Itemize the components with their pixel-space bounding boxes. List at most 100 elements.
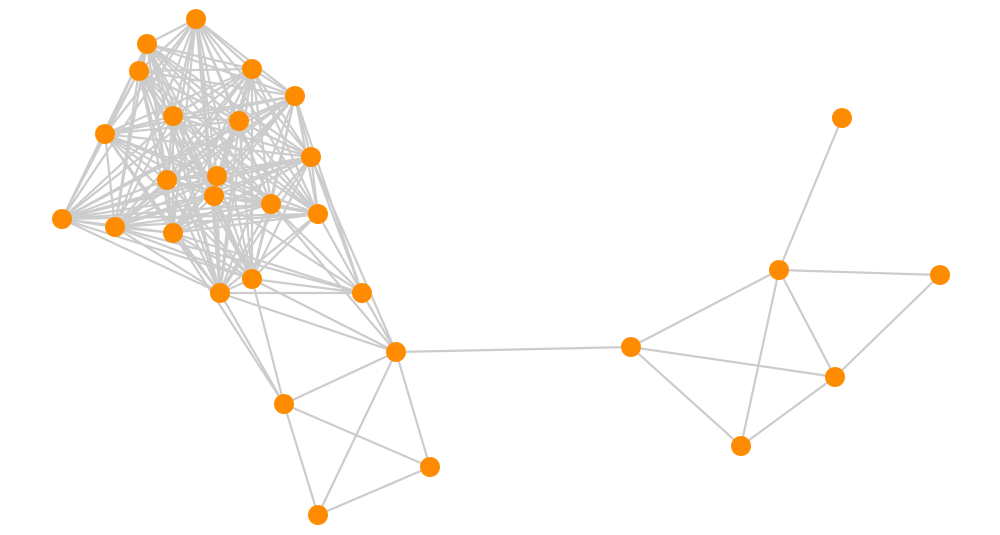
node-2[interactable] xyxy=(129,61,149,81)
edge-7-14 xyxy=(61,120,240,220)
edge-1-3 xyxy=(146,42,253,71)
edge-5-14 xyxy=(61,133,106,220)
edge-25-26 xyxy=(777,117,844,271)
edge-12-19 xyxy=(270,203,363,294)
edge-9-15 xyxy=(114,179,168,228)
edge-4-5 xyxy=(104,94,296,136)
edge-13-19 xyxy=(317,213,363,294)
edge-19-20 xyxy=(361,292,397,353)
edge-8-20 xyxy=(309,156,398,353)
edge-8-12 xyxy=(270,156,312,205)
node-7[interactable] xyxy=(229,111,249,131)
edge-16-19 xyxy=(172,231,363,295)
node-4[interactable] xyxy=(285,86,305,106)
edge-2-3 xyxy=(138,67,253,73)
edge-25-28 xyxy=(778,269,836,378)
edge-18-21 xyxy=(219,292,285,405)
node-14[interactable] xyxy=(52,209,72,229)
node-17[interactable] xyxy=(242,269,262,289)
node-6[interactable] xyxy=(163,106,183,126)
edge-21-23 xyxy=(282,403,320,516)
node-28[interactable] xyxy=(825,367,845,387)
node-27[interactable] xyxy=(930,265,950,285)
edge-16-18 xyxy=(172,232,221,294)
edge-15-17 xyxy=(114,225,253,281)
edges-layer xyxy=(61,18,941,517)
node-5[interactable] xyxy=(95,124,115,144)
node-18[interactable] xyxy=(210,283,230,303)
nodes-layer xyxy=(52,9,950,525)
node-26[interactable] xyxy=(832,108,852,128)
edge-16-21 xyxy=(172,232,285,405)
node-1[interactable] xyxy=(137,34,157,54)
node-21[interactable] xyxy=(274,394,294,414)
edge-17-21 xyxy=(250,278,286,405)
edge-18-20 xyxy=(219,291,397,354)
node-8[interactable] xyxy=(301,147,321,167)
node-25[interactable] xyxy=(769,260,789,280)
edge-24-28 xyxy=(630,345,836,379)
edge-13-14 xyxy=(61,212,319,221)
node-29[interactable] xyxy=(731,436,751,456)
edge-3-5 xyxy=(104,67,253,136)
node-22[interactable] xyxy=(420,457,440,477)
edge-3-6 xyxy=(172,68,253,117)
node-10[interactable] xyxy=(207,166,227,186)
edge-16-17 xyxy=(172,232,253,280)
node-11[interactable] xyxy=(204,186,224,206)
edge-10-12 xyxy=(216,175,272,205)
edge-11-17 xyxy=(212,195,254,280)
node-9[interactable] xyxy=(157,170,177,190)
edge-27-28 xyxy=(834,274,941,378)
edge-12-16 xyxy=(172,202,272,235)
edge-20-23 xyxy=(317,351,397,516)
edge-6-14 xyxy=(61,115,174,220)
edge-24-29 xyxy=(630,346,742,447)
edge-5-6 xyxy=(104,114,174,136)
node-15[interactable] xyxy=(105,217,125,237)
node-12[interactable] xyxy=(261,194,281,214)
edge-6-8 xyxy=(172,114,312,159)
edge-20-24 xyxy=(395,345,632,354)
edge-11-14 xyxy=(61,194,215,221)
edge-6-7 xyxy=(172,114,240,123)
edge-20-22 xyxy=(394,351,432,468)
node-20[interactable] xyxy=(386,342,406,362)
edge-10-14 xyxy=(61,174,218,221)
edge-22-23 xyxy=(317,465,431,517)
edge-17-20 xyxy=(251,278,397,353)
edge-13-16 xyxy=(172,212,319,235)
edge-4-15 xyxy=(114,95,296,228)
edge-25-29 xyxy=(739,269,781,447)
edge-14-17 xyxy=(61,217,253,281)
node-23[interactable] xyxy=(308,505,328,525)
edge-9-14 xyxy=(61,178,168,221)
edge-15-18 xyxy=(114,226,221,294)
edge-9-18 xyxy=(166,179,221,294)
edge-12-20 xyxy=(270,203,397,353)
node-0[interactable] xyxy=(186,9,206,29)
edge-12-18 xyxy=(219,203,272,294)
edge-7-12 xyxy=(237,120,273,205)
edge-5-9 xyxy=(104,133,168,181)
edge-8-16 xyxy=(172,156,312,234)
node-13[interactable] xyxy=(308,204,328,224)
edge-13-18 xyxy=(219,213,319,294)
edge-8-14 xyxy=(61,155,312,221)
edge-4-6 xyxy=(172,94,296,118)
node-16[interactable] xyxy=(163,223,183,243)
edge-28-29 xyxy=(740,376,836,447)
node-24[interactable] xyxy=(621,337,641,357)
edge-25-27 xyxy=(778,268,941,277)
edge-15-19 xyxy=(114,225,363,295)
node-3[interactable] xyxy=(242,59,262,79)
node-19[interactable] xyxy=(352,283,372,303)
edge-11-19 xyxy=(213,195,363,294)
edge-24-25 xyxy=(630,269,780,348)
edge-3-14 xyxy=(61,68,253,220)
edge-13-17 xyxy=(251,213,319,280)
edge-0-8 xyxy=(195,18,312,158)
edge-0-4 xyxy=(195,18,296,97)
edge-12-14 xyxy=(61,202,272,221)
